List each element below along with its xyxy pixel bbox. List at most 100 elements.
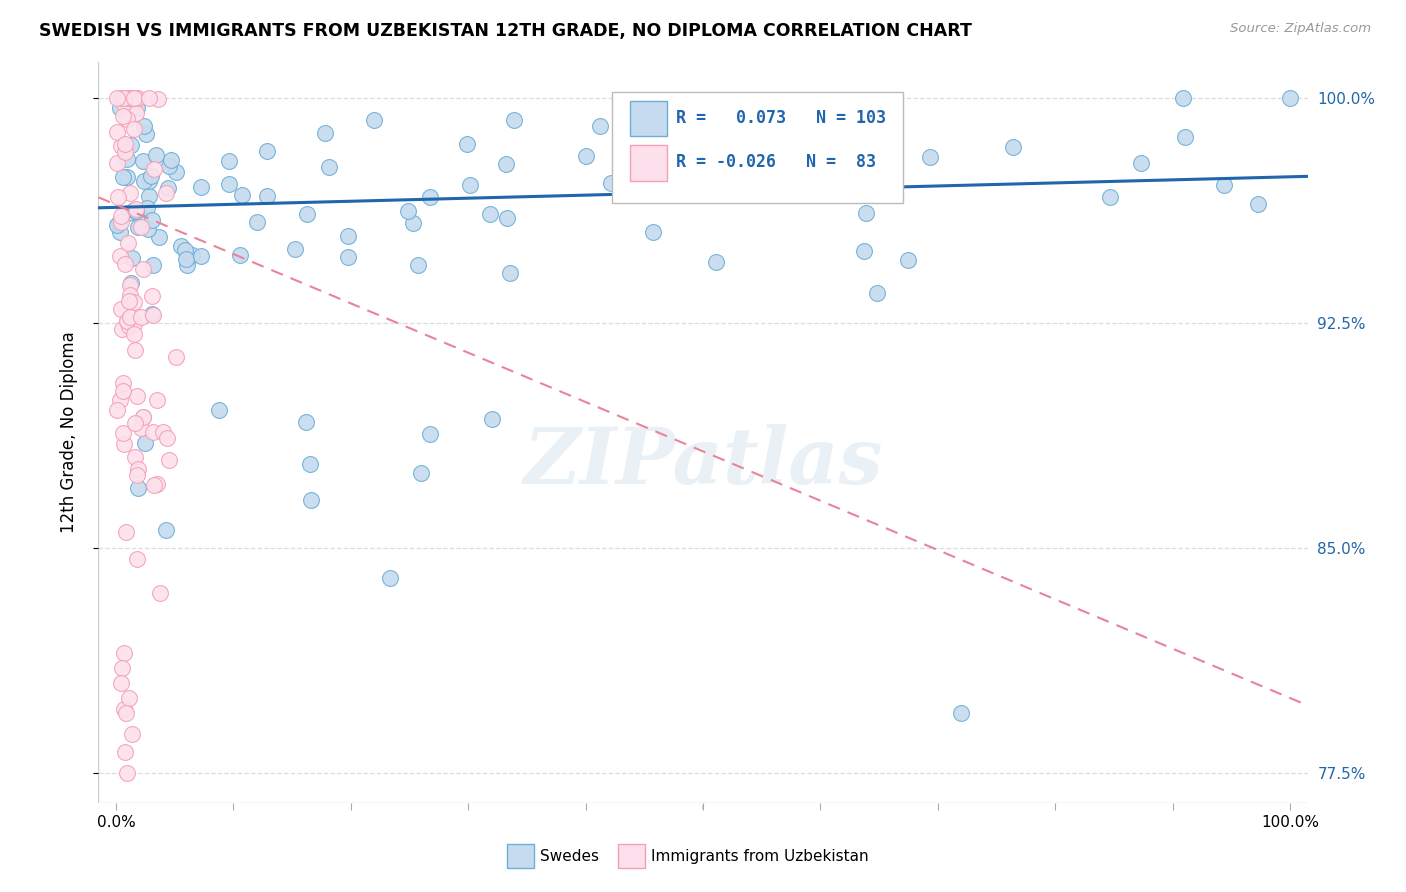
Point [136, 222, 159, 236]
Point [112, 384, 135, 399]
Point [122, 318, 145, 332]
Point [125, 204, 148, 219]
Point [143, 161, 166, 176]
Point [107, 91, 129, 105]
Point [105, 218, 128, 232]
Point [112, 702, 135, 716]
Point [402, 216, 425, 230]
Point [120, 288, 142, 302]
Point [118, 294, 141, 309]
Point [284, 242, 307, 256]
Point [127, 461, 149, 475]
Point [174, 252, 197, 266]
Point [135, 201, 157, 215]
Point [122, 121, 145, 136]
Point [121, 727, 143, 741]
Point [575, 149, 598, 163]
Bar [630, 145, 666, 181]
Point [295, 207, 318, 221]
Point [363, 112, 385, 127]
Point [190, 179, 212, 194]
Point [112, 91, 135, 105]
Point [124, 327, 146, 342]
Point [157, 453, 180, 467]
Point [152, 425, 174, 439]
Y-axis label: 12th Grade, No Diploma: 12th Grade, No Diploma [59, 332, 77, 533]
Point [301, 493, 323, 508]
Point [134, 436, 156, 450]
Point [110, 209, 132, 223]
Point [298, 457, 321, 471]
Point [141, 307, 163, 321]
Point [148, 229, 170, 244]
Point [125, 389, 148, 403]
Point [314, 126, 336, 140]
Point [124, 91, 146, 105]
Point [112, 376, 135, 391]
Point [121, 252, 143, 266]
Point [132, 409, 155, 424]
Point [495, 156, 517, 170]
Point [336, 229, 359, 244]
Point [181, 248, 204, 262]
Text: ZIPatlas: ZIPatlas [523, 424, 883, 500]
Point [165, 164, 187, 178]
Point [478, 207, 501, 221]
Point [897, 252, 920, 267]
Point [142, 425, 165, 439]
Point [1002, 140, 1025, 154]
Text: SWEDISH VS IMMIGRANTS FROM UZBEKISTAN 12TH GRADE, NO DIPLOMA CORRELATION CHART: SWEDISH VS IMMIGRANTS FROM UZBEKISTAN 12… [39, 22, 972, 40]
Point [114, 745, 136, 759]
Point [108, 226, 131, 240]
Point [114, 137, 136, 152]
Point [112, 97, 135, 112]
Point [127, 481, 149, 495]
Point [920, 150, 942, 164]
Point [495, 211, 517, 226]
Point [228, 248, 250, 262]
Point [502, 112, 524, 127]
Text: R = -0.026   N =  83: R = -0.026 N = 83 [676, 153, 876, 171]
Point [1129, 155, 1152, 169]
Point [131, 220, 153, 235]
Point [256, 144, 278, 158]
Point [115, 112, 138, 127]
Point [855, 206, 877, 220]
Point [110, 138, 132, 153]
Point [641, 225, 664, 239]
Point [114, 145, 136, 160]
Point [125, 91, 148, 105]
Point [105, 403, 128, 417]
Point [138, 174, 160, 188]
Point [683, 152, 706, 166]
Point [600, 176, 623, 190]
Point [105, 155, 128, 169]
Point [111, 426, 134, 441]
Point [112, 646, 135, 660]
Point [149, 586, 172, 600]
Point [406, 258, 429, 272]
Point [866, 286, 889, 301]
Point [499, 266, 522, 280]
Text: R =   0.073   N = 103: R = 0.073 N = 103 [676, 109, 886, 127]
Point [141, 289, 163, 303]
Point [481, 412, 503, 426]
Point [108, 249, 131, 263]
Point [112, 437, 135, 451]
Point [142, 258, 165, 272]
Point [132, 261, 155, 276]
Point [1098, 190, 1121, 204]
Point [143, 478, 166, 492]
Point [117, 91, 139, 105]
Point [120, 276, 142, 290]
Point [419, 427, 441, 442]
Point [110, 91, 132, 105]
Point [125, 106, 148, 120]
Point [125, 202, 148, 217]
Point [117, 205, 139, 219]
Point [148, 92, 170, 106]
Point [129, 310, 152, 324]
Point [115, 524, 138, 539]
Point [396, 204, 419, 219]
Point [118, 319, 141, 334]
